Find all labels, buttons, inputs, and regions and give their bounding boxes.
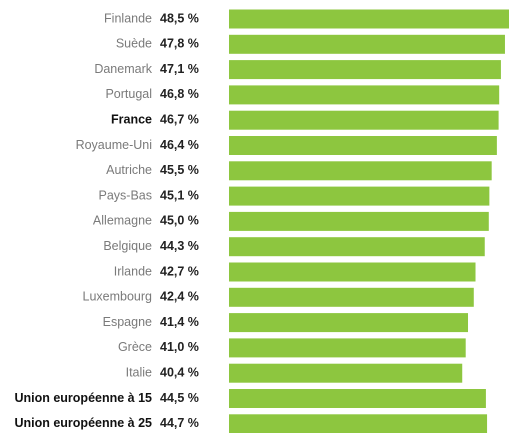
bar [229, 136, 497, 155]
category-label: France [111, 112, 152, 126]
value-label: 46,7 % [160, 112, 199, 126]
category-label: Irlande [114, 264, 152, 278]
category-label: Autriche [106, 163, 152, 177]
value-label: 45,0 % [160, 214, 199, 228]
category-label: Portugal [105, 87, 152, 101]
bar [229, 237, 485, 257]
category-label: Danemark [94, 62, 152, 76]
value-label: 40,4 % [160, 365, 199, 379]
bar [229, 60, 501, 80]
value-label: 44,7 % [160, 416, 199, 430]
category-label: Pays-Bas [99, 188, 153, 202]
bar [229, 34, 505, 54]
category-label: Royaume-Uni [76, 138, 152, 152]
category-label: Allemagne [93, 214, 152, 228]
value-label: 46,4 % [160, 138, 199, 152]
category-label: Union européenne à 25 [14, 416, 152, 430]
bar [229, 313, 469, 333]
value-label: 47,1 % [160, 62, 199, 76]
value-label: 48,5 % [160, 11, 199, 25]
bar [229, 389, 486, 408]
bar [229, 363, 463, 383]
value-label: 46,8 % [160, 87, 199, 101]
bar [229, 414, 488, 433]
bar [229, 161, 492, 181]
value-label: 41,0 % [160, 340, 199, 354]
bar [229, 110, 499, 130]
bar [229, 9, 509, 29]
value-label: 41,4 % [160, 315, 199, 329]
bar [229, 287, 474, 307]
category-label: Espagne [103, 315, 152, 329]
category-label: Finlande [104, 11, 152, 25]
value-label: 44,5 % [160, 391, 199, 405]
category-label: Belgique [103, 239, 152, 253]
category-label: Luxembourg [83, 290, 153, 304]
bar [229, 338, 466, 358]
value-label: 44,3 % [160, 239, 199, 253]
bar [229, 262, 476, 282]
bar [229, 186, 490, 206]
value-label: 45,5 % [160, 163, 199, 177]
value-label: 47,8 % [160, 37, 199, 51]
category-label: Italie [126, 365, 152, 379]
category-label: Union européenne à 15 [14, 391, 152, 405]
category-label: Suède [116, 37, 152, 51]
value-label: 42,7 % [160, 264, 199, 278]
bar [229, 85, 500, 105]
category-label: Grèce [118, 340, 152, 354]
value-label: 42,4 % [160, 290, 199, 304]
bar [229, 211, 489, 231]
value-label: 45,1 % [160, 188, 199, 202]
